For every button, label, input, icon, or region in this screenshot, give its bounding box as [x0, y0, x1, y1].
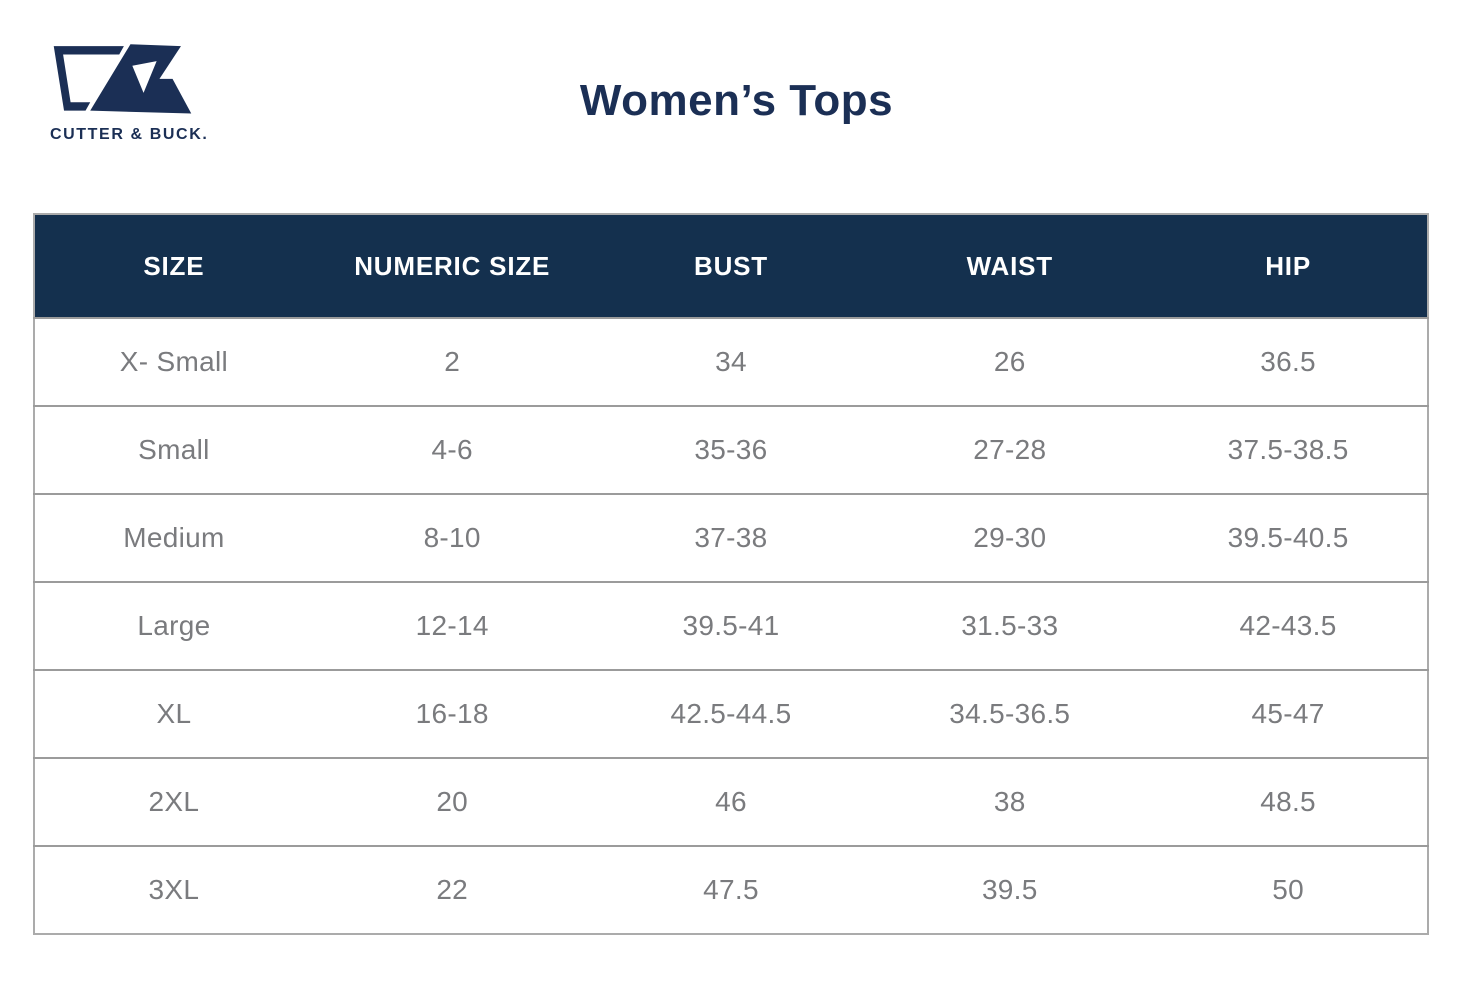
table-cell: Medium [123, 522, 225, 553]
table-cell: 48.5 [1260, 786, 1316, 817]
table-cell: 27-28 [973, 434, 1047, 465]
column-header-numeric-size: NUMERIC SIZE [312, 214, 592, 318]
table-cell: 36.5 [1260, 346, 1316, 377]
size-table-header: SIZE NUMERIC SIZE BUST WAIST HIP [34, 214, 1428, 318]
table-cell: 39.5-41 [682, 610, 780, 641]
table-cell: 39.5 [981, 874, 1038, 905]
table-row: XL 16-18 42.5-44.5 34.5-36.5 45-47 [34, 670, 1428, 758]
table-cell: 12-14 [415, 610, 489, 641]
table-row: Medium 8-10 37-38 29-30 39.5-40.5 [34, 494, 1428, 582]
column-header-size: SIZE [34, 214, 313, 318]
table-cell: 29-30 [973, 522, 1047, 553]
table-cell: 8-10 [423, 522, 481, 553]
table-cell: 37.5-38.5 [1227, 434, 1349, 465]
table-cell: 38 [993, 786, 1026, 817]
table-row: 2XL 20 46 38 48.5 [34, 758, 1428, 846]
table-cell: Small [138, 434, 210, 465]
table-row: X- Small 2 34 26 36.5 [34, 318, 1428, 406]
column-header-bust: BUST [591, 214, 871, 318]
table-cell: Large [137, 610, 211, 641]
table-cell: 34.5-36.5 [949, 698, 1071, 729]
table-cell: 31.5-33 [961, 610, 1059, 641]
column-header-hip: HIP [1149, 214, 1428, 318]
table-cell: X- Small [119, 346, 228, 377]
table-cell: 20 [436, 786, 469, 817]
header-row: SIZE NUMERIC SIZE BUST WAIST HIP [34, 214, 1428, 318]
table-cell: XL [156, 698, 192, 729]
table-cell: 46 [715, 786, 747, 817]
table-cell: 2 [444, 346, 461, 377]
table-cell: 3XL [148, 874, 200, 905]
size-table: SIZE NUMERIC SIZE BUST WAIST HIP X- Small 2 34… [33, 213, 1429, 935]
table-cell: 42.5-44.5 [670, 698, 792, 729]
table-cell: 4-6 [431, 434, 473, 465]
table-cell: 34 [715, 346, 747, 377]
table-cell: 45-47 [1251, 698, 1325, 729]
column-header-waist: WAIST [870, 214, 1150, 318]
table-cell: 16-18 [415, 698, 489, 729]
table-row: 3XL 22 47.5 39.5 50 [34, 846, 1428, 934]
table-cell: 47.5 [703, 874, 759, 905]
brand-wordmark: CUTTER & BUCK. [50, 126, 209, 143]
table-cell: 39.5-40.5 [1227, 522, 1349, 553]
page-title: Women’s Tops [579, 76, 894, 125]
table-cell: 35-36 [694, 434, 768, 465]
table-cell: 42-43.5 [1239, 610, 1337, 641]
cb-monogram-icon [53, 44, 192, 114]
table-cell: 26 [993, 346, 1026, 377]
size-table-body: X- Small 2 34 26 36.5 Small 4-6 35-36 27-28 37.5-… [34, 318, 1428, 934]
table-row: Large 12-14 39.5-41 31.5-33 42-43.5 [34, 582, 1428, 670]
brand-logo: CUTTER & BUCK. [50, 34, 210, 144]
table-cell: 37-38 [694, 522, 768, 553]
table-cell: 50 [1272, 874, 1304, 905]
table-cell: 2XL [148, 786, 200, 817]
table-cell: 22 [436, 874, 469, 905]
table-row: Small 4-6 35-36 27-28 37.5-38.5 [34, 406, 1428, 494]
